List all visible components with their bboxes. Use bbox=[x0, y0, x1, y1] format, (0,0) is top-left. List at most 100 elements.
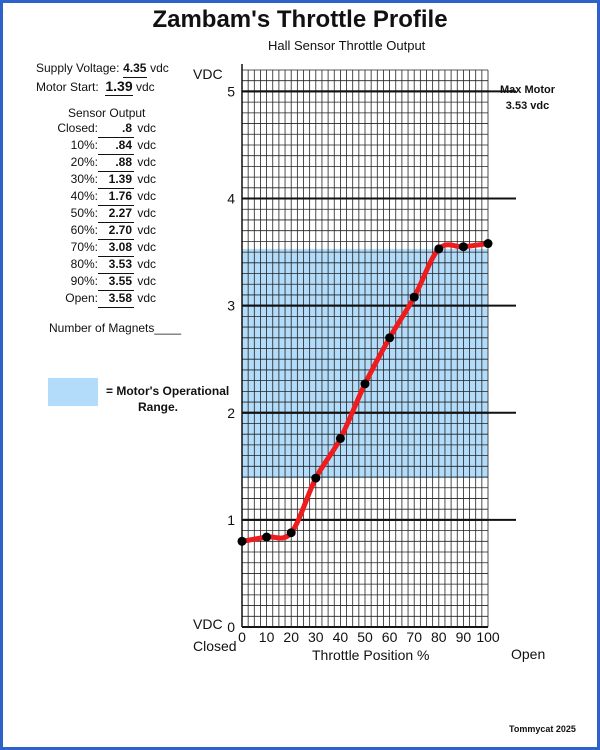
x-tick-label: 60 bbox=[382, 629, 398, 645]
max-motor-note: Max Motor 3.53 vdc bbox=[500, 82, 555, 114]
y-tick-label: 1 bbox=[227, 512, 235, 528]
sensor-row: Closed: .8 vdc bbox=[40, 120, 180, 138]
sensor-row-value: 3.08 bbox=[98, 239, 134, 257]
sensor-row-value: 1.76 bbox=[98, 188, 134, 206]
x-axis-open-label: Open bbox=[511, 646, 546, 662]
sensor-row-unit: vdc bbox=[134, 240, 157, 254]
supply-voltage-value: 4.35 bbox=[122, 60, 147, 78]
y-axis-label-bottom: VDC bbox=[193, 616, 223, 632]
sensor-row-unit: vdc bbox=[134, 257, 157, 271]
data-point bbox=[409, 292, 419, 302]
x-tick-label: 10 bbox=[259, 629, 275, 645]
sensor-row-unit: vdc bbox=[134, 189, 157, 203]
motor-start-value: 1.39 bbox=[105, 78, 133, 96]
x-tick-label: 0 bbox=[238, 629, 246, 645]
sensor-row-unit: vdc bbox=[134, 274, 157, 288]
data-point bbox=[385, 333, 395, 343]
operational-range-swatch bbox=[48, 378, 98, 406]
motor-start-label: Motor Start: bbox=[36, 80, 99, 94]
sensor-row: 50%: 2.27 vdc bbox=[40, 205, 180, 223]
sensor-row-label: Closed: bbox=[57, 121, 98, 135]
sensor-row-unit: vdc bbox=[134, 206, 157, 220]
sensor-row-unit: vdc bbox=[134, 138, 157, 152]
x-axis-title: Throttle Position % bbox=[312, 647, 430, 663]
data-point bbox=[237, 536, 247, 546]
y-tick-label: 5 bbox=[227, 83, 235, 99]
sensor-row-unit: vdc bbox=[134, 172, 157, 186]
x-tick-label: 20 bbox=[283, 629, 299, 645]
credit-text: Tommycat 2025 bbox=[509, 724, 576, 734]
sensor-output-list: Closed: .8 vdc 10%: .84 vdc 20%: .88 vdc 30%: 1… bbox=[40, 120, 180, 308]
x-tick-label: 100 bbox=[476, 629, 500, 645]
max-motor-line-1: Max Motor bbox=[500, 84, 555, 96]
sensor-row-value: 3.58 bbox=[98, 290, 134, 308]
supply-voltage-label: Supply Voltage: bbox=[36, 61, 120, 75]
sensor-row-label: 20%: bbox=[70, 155, 98, 169]
y-tick-label: 0 bbox=[227, 619, 235, 635]
legend-line-2: Range. bbox=[138, 400, 179, 414]
data-point bbox=[458, 242, 468, 252]
x-tick-label: 80 bbox=[431, 629, 447, 645]
sensor-row: 30%: 1.39 vdc bbox=[40, 171, 180, 189]
data-point bbox=[434, 244, 444, 254]
data-point bbox=[262, 532, 272, 542]
y-tick-label: 3 bbox=[227, 298, 235, 314]
sensor-row: 10%: .84 vdc bbox=[40, 137, 180, 155]
data-point bbox=[286, 528, 296, 538]
sensor-row: 80%: 3.53 vdc bbox=[40, 256, 180, 274]
sensor-row: 20%: .88 vdc bbox=[40, 154, 180, 172]
x-tick-label: 50 bbox=[357, 629, 373, 645]
data-point bbox=[483, 239, 493, 249]
legend-text: = Motor's Operational Range. bbox=[106, 383, 229, 415]
sensor-row-unit: vdc bbox=[134, 291, 157, 305]
legend-line-1: = Motor's Operational bbox=[106, 384, 230, 398]
sensor-row-value: 3.53 bbox=[98, 256, 134, 274]
sensor-row-unit: vdc bbox=[134, 121, 157, 135]
sensor-row-unit: vdc bbox=[134, 223, 157, 237]
sensor-row-label: 90%: bbox=[70, 274, 98, 288]
sensor-row-value: 1.39 bbox=[98, 171, 134, 189]
sensor-row-label: 50%: bbox=[70, 206, 98, 220]
sensor-row-label: 60%: bbox=[70, 223, 98, 237]
sensor-row-value: .84 bbox=[98, 137, 134, 155]
sensor-row-label: 80%: bbox=[70, 257, 98, 271]
x-tick-label: 30 bbox=[308, 629, 324, 645]
max-motor-line-2: 3.53 vdc bbox=[505, 100, 550, 112]
magnets-label: Number of Magnets____ bbox=[49, 321, 182, 335]
motor-start-row: Motor Start: 1.39 vdc bbox=[36, 78, 169, 96]
supply-voltage-unit: vdc bbox=[150, 61, 169, 75]
supply-voltage-row: Supply Voltage: 4.35 vdc bbox=[36, 60, 169, 78]
x-tick-label: 40 bbox=[333, 629, 349, 645]
data-point bbox=[360, 379, 370, 389]
spec-panel: Supply Voltage: 4.35 vdc Motor Start: 1.… bbox=[36, 60, 169, 96]
sensor-row-value: .8 bbox=[98, 120, 134, 138]
sensor-row-label: Open: bbox=[65, 291, 98, 305]
motor-start-unit: vdc bbox=[135, 80, 155, 94]
sensor-output-heading: Sensor Output bbox=[68, 106, 146, 120]
sensor-row: 70%: 3.08 vdc bbox=[40, 239, 180, 257]
y-tick-label: 4 bbox=[227, 191, 235, 207]
y-tick-label: 2 bbox=[227, 405, 235, 421]
sensor-row-unit: vdc bbox=[134, 155, 157, 169]
sensor-row: Open: 3.58 vdc bbox=[40, 290, 180, 308]
page-title: Zambam's Throttle Profile bbox=[152, 6, 448, 33]
sensor-row-value: 3.55 bbox=[98, 273, 134, 291]
sensor-row: 90%: 3.55 vdc bbox=[40, 273, 180, 291]
sensor-row-label: 30%: bbox=[70, 172, 98, 186]
chart-subtitle: Hall Sensor Throttle Output bbox=[268, 38, 426, 53]
sensor-row: 60%: 2.70 vdc bbox=[40, 222, 180, 240]
y-axis-label-top: VDC bbox=[193, 66, 223, 82]
sensor-row-value: .88 bbox=[98, 154, 134, 172]
sensor-row: 40%: 1.76 vdc bbox=[40, 188, 180, 206]
x-axis-closed-label: Closed bbox=[193, 638, 237, 654]
sensor-row-label: 40%: bbox=[70, 189, 98, 203]
x-tick-label: 90 bbox=[456, 629, 472, 645]
sensor-row-label: 70%: bbox=[70, 240, 98, 254]
sensor-row-value: 2.70 bbox=[98, 222, 134, 240]
sensor-row-label: 10%: bbox=[70, 138, 98, 152]
x-tick-label: 70 bbox=[406, 629, 422, 645]
sensor-row-value: 2.27 bbox=[98, 205, 134, 223]
data-point bbox=[335, 433, 345, 443]
